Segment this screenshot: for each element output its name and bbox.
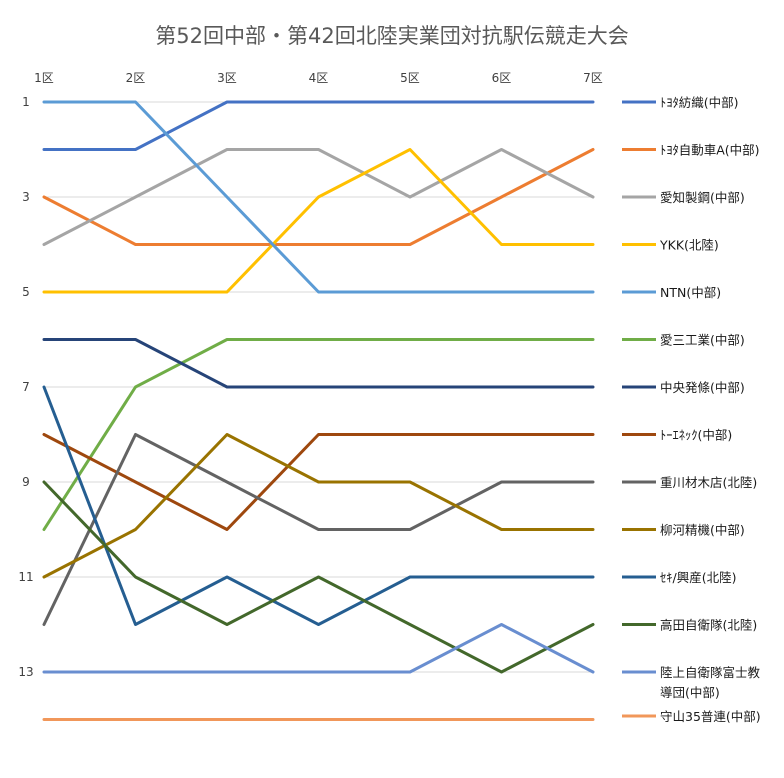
legend-item: YKK(北陸) [622, 238, 719, 253]
legend-label: 愛三工業(中部) [660, 333, 745, 348]
x-tick-label: 7区 [583, 71, 603, 85]
legend-label: ﾄﾖﾀ紡織(中部) [660, 95, 739, 110]
y-tick-label: 3 [22, 190, 30, 204]
legend: ﾄﾖﾀ紡織(中部) ﾄﾖﾀ自動車A(中部) 愛知製鋼(中部) YKK(北陸) NTN(中… [622, 95, 761, 724]
x-tick-label: 5区 [400, 71, 420, 85]
x-tick-label: 1区 [34, 71, 54, 85]
series-line-0 [42, 100, 595, 151]
series-line-4 [42, 100, 595, 294]
legend-item: ﾄｰｴﾈｯｸ(中部) [622, 428, 732, 443]
legend-label: 中央発條(中部) [660, 380, 745, 395]
legend-label: ｾｷ/興産(北陸) [660, 570, 736, 585]
series-line-1 [42, 148, 595, 246]
x-tick-label: 3区 [217, 71, 237, 85]
x-tick-label: 2区 [126, 71, 146, 85]
series-line-12 [42, 623, 595, 674]
chart-title: 第52回中部・第42回北陸実業団対抗駅伝競走大会 [155, 24, 628, 48]
series-line-11 [42, 480, 595, 674]
y-tick-label: 13 [18, 665, 33, 679]
legend-item: 守山35普連(中部) [622, 709, 761, 724]
legend-item: ｾｷ/興産(北陸) [622, 570, 736, 585]
legend-label: 重川材木店(北陸) [660, 475, 757, 490]
legend-item: 愛知製鋼(中部) [622, 190, 745, 205]
x-tick-label: 4区 [309, 71, 329, 85]
series-line-6 [42, 338, 595, 389]
y-tick-label: 7 [22, 380, 30, 394]
legend-label: NTN(中部) [660, 285, 721, 300]
series-lines [42, 100, 595, 721]
legend-label: 柳河精機(中部) [660, 523, 745, 538]
series-line-2 [42, 148, 595, 246]
legend-item: 高田自衛隊(北陸) [622, 618, 757, 633]
series-line-7 [42, 433, 595, 531]
y-tick-label: 11 [18, 570, 33, 584]
legend-label: 愛知製鋼(中部) [660, 190, 745, 205]
series-line-8 [42, 433, 595, 626]
series-line-10 [42, 385, 595, 626]
legend-item: ﾄﾖﾀ自動車A(中部) [622, 143, 760, 158]
legend-label: 高田自衛隊(北陸) [660, 618, 757, 633]
legend-label: 守山35普連(中部) [660, 709, 761, 724]
legend-item: 柳河精機(中部) [622, 523, 745, 538]
legend-item: ﾄﾖﾀ紡織(中部) [622, 95, 739, 110]
series-line-5 [42, 338, 595, 531]
y-tick-label: 9 [22, 475, 30, 489]
series-line-3 [42, 148, 595, 294]
legend-label: ﾄｰｴﾈｯｸ(中部) [660, 428, 732, 443]
legend-item: NTN(中部) [622, 285, 721, 300]
legend-label: YKK(北陸) [659, 238, 719, 253]
legend-item: 中央発條(中部) [622, 380, 745, 395]
legend-item: 重川材木店(北陸) [622, 475, 757, 490]
series-line-9 [42, 433, 595, 579]
y-tick-label: 5 [22, 285, 30, 299]
x-axis-ticks: 1区 2区 3区 4区 5区 6区 7区 [34, 71, 603, 85]
legend-label: 導団(中部) [660, 685, 720, 700]
y-tick-label: 1 [22, 95, 30, 109]
legend-label: 陸上自衛隊富士教 [660, 665, 761, 680]
legend-item: 愛三工業(中部) [622, 333, 745, 348]
legend-label: ﾄﾖﾀ自動車A(中部) [660, 143, 760, 158]
x-tick-label: 6区 [492, 71, 512, 85]
